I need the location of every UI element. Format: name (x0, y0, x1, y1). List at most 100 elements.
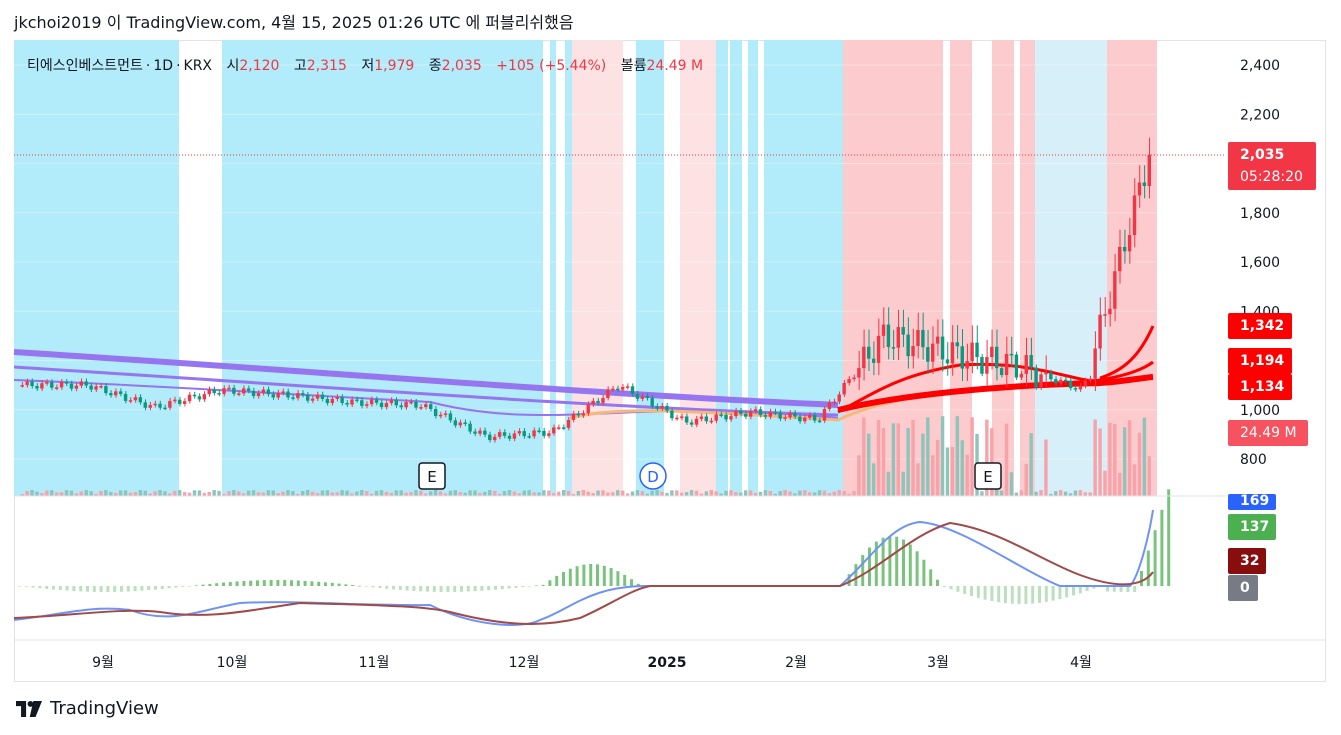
candle-body (955, 342, 960, 347)
candle-body (438, 414, 443, 417)
volume-bar (1058, 490, 1063, 496)
candle-body (931, 343, 935, 362)
macd-histogram-bar (480, 586, 484, 591)
volume-bar (581, 490, 585, 496)
chart-canvas[interactable]: 8001,0001,2001,4001,6001,8002,0002,2002,… (0, 0, 1341, 690)
macd-histogram-bar (521, 586, 525, 588)
macd-histogram-bar (351, 585, 355, 586)
candle-body (419, 407, 423, 409)
volume-bar (399, 490, 403, 496)
candle-body (916, 329, 920, 346)
candle-body (1049, 372, 1053, 380)
ma-red-1 (837, 374, 1154, 413)
macd-histogram-bar (269, 580, 273, 586)
volume-bar (630, 491, 635, 496)
tradingview-logo-icon (16, 700, 42, 717)
volume-bar (1147, 456, 1151, 496)
macd-histogram-bar (1153, 530, 1157, 586)
volume-bar (443, 493, 448, 496)
volume-bar (719, 493, 723, 496)
candle-body (630, 386, 635, 394)
candle-body (960, 346, 964, 369)
macd-histogram-bar (147, 586, 151, 591)
macd-histogram-bar (276, 580, 280, 586)
interval[interactable]: 1D (153, 58, 174, 74)
macd-histogram-bar (494, 586, 497, 590)
candle-body (443, 413, 448, 415)
candle-body (596, 400, 600, 403)
candle-body (611, 388, 615, 391)
macd-histogram-bar (1106, 586, 1109, 592)
macd-histogram-bar (113, 586, 117, 592)
candle-body (173, 399, 177, 402)
candle-body (601, 398, 605, 403)
bg-band (636, 40, 664, 496)
candle-body (379, 402, 384, 408)
volume-bar (793, 493, 797, 496)
candle-body (665, 405, 669, 411)
candle-body (340, 397, 344, 403)
earnings-marker-1[interactable]: E (418, 462, 446, 490)
macd-histogram-bar (337, 583, 341, 586)
candle-body (586, 404, 590, 414)
volume-bar (965, 454, 969, 496)
symbol-name[interactable]: 티에스인베스트먼트 (27, 58, 143, 74)
macd-histogram-bar (1017, 586, 1021, 604)
volume-bar (1068, 493, 1073, 496)
publish-caption: jkchoi2019 이 TradingView.com, 4월 15, 202… (14, 13, 574, 32)
volume-bar (202, 492, 207, 496)
macd-histogram-bar (1078, 586, 1082, 594)
bg-band (716, 40, 728, 496)
macd-histogram-bar (609, 568, 613, 586)
volume-bar (50, 490, 54, 496)
candle-body (1098, 314, 1102, 349)
volume-bar (246, 490, 251, 496)
volume-bar (1093, 419, 1097, 496)
volume-bar (104, 490, 108, 496)
volume-bar (320, 490, 325, 496)
histogram-tag: 137 (1228, 514, 1276, 540)
volume-bar (296, 493, 300, 496)
open-value: 2,120 (239, 58, 280, 74)
volume-bar (365, 491, 369, 496)
macd-histogram-bar (963, 586, 967, 594)
volume-bar (1049, 493, 1053, 496)
candle-body (168, 400, 172, 408)
macd-histogram-bar (500, 586, 504, 590)
tradingview-logo[interactable]: TradingView (16, 698, 159, 719)
volume-bar (980, 491, 984, 496)
candle-body (1083, 380, 1088, 386)
volume-bar (286, 490, 290, 496)
candle-body (867, 346, 871, 359)
volume-bar (1088, 492, 1092, 496)
price-tick-label: 2,200 (1240, 107, 1280, 123)
candle-body (69, 383, 74, 389)
macd-histogram-bar (385, 586, 389, 589)
volume-bar (926, 417, 930, 496)
candle-body (123, 393, 128, 401)
candle-body (719, 414, 723, 416)
candle-body (1014, 354, 1019, 378)
volume-bar (507, 490, 512, 496)
volume-bar (857, 455, 861, 496)
earnings-marker-2[interactable]: E (974, 462, 1002, 490)
candle-body (1127, 235, 1132, 252)
volume-bar (517, 493, 522, 496)
candle-body (1039, 374, 1043, 388)
candle-body (950, 342, 955, 364)
volume-bar (660, 491, 664, 496)
dividend-marker[interactable]: D (639, 462, 667, 490)
candle-body (822, 408, 827, 421)
macd-histogram-bar (58, 586, 62, 591)
macd-histogram-bar (99, 586, 103, 592)
volume-bar (54, 492, 59, 496)
macd-histogram-bar (18, 586, 21, 587)
macd-histogram-bar (888, 536, 892, 586)
macd-histogram-bar (324, 582, 327, 586)
bg-band (550, 40, 556, 496)
volume-bar (867, 433, 871, 496)
grid-lines (14, 64, 1226, 460)
volume-bar (89, 491, 93, 496)
volume-bar (1073, 490, 1078, 496)
volume-bar (419, 490, 423, 496)
